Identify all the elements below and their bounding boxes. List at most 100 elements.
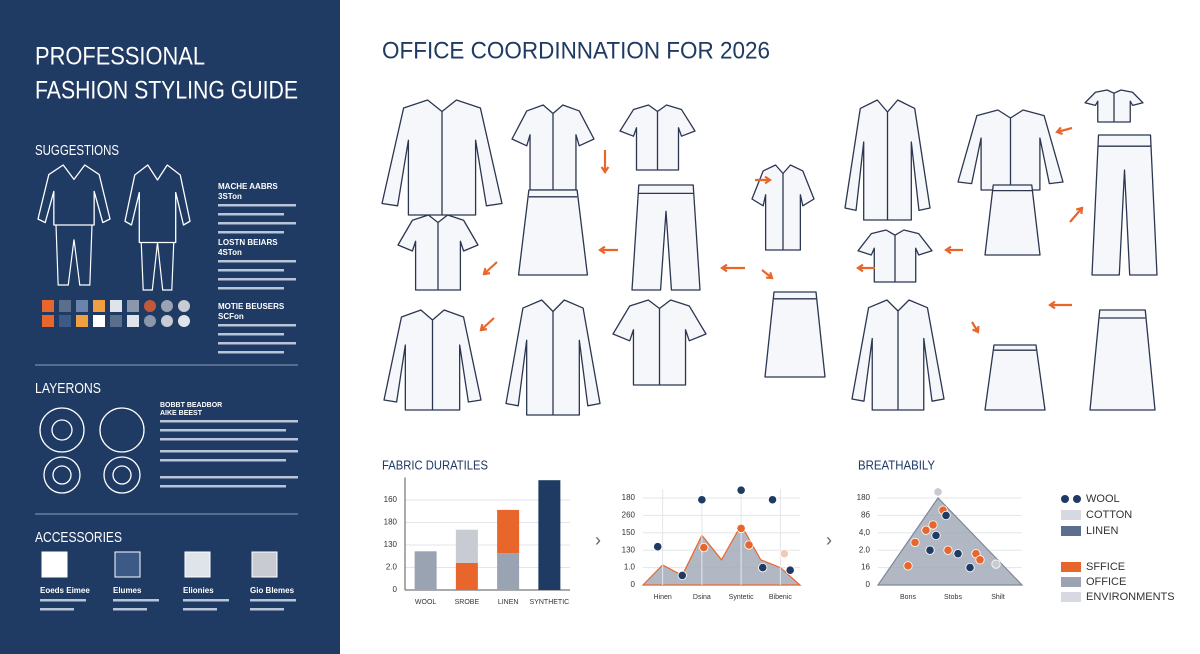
text-line: [218, 231, 284, 234]
x-tick-label: SROBE: [455, 599, 480, 606]
legend-swatch: [1061, 562, 1081, 572]
text-line: [40, 599, 86, 602]
text-line: [218, 342, 296, 345]
y-tick-label: 0: [866, 580, 871, 589]
text-line: [218, 260, 296, 263]
marker: [653, 542, 663, 552]
y-tick-label: 160: [384, 495, 398, 504]
accessory-swatch: [184, 551, 211, 578]
item-title: MOTIE BEUSERS: [218, 302, 285, 311]
text-line: [160, 438, 298, 441]
y-tick-label: 2.0: [386, 563, 398, 572]
legend-label: LINEN: [1086, 525, 1118, 537]
text-line: [250, 599, 296, 602]
garment: [984, 344, 1046, 411]
arrow: [944, 245, 963, 255]
text-line: [250, 608, 284, 611]
text-line: [183, 608, 217, 611]
arrow: [482, 261, 498, 276]
garment: [857, 229, 933, 283]
y-tick-label: 0: [631, 580, 636, 589]
garment: [397, 214, 479, 291]
y-tick-label: 2.0: [859, 545, 871, 554]
marker: [903, 561, 913, 571]
layer-ring: [39, 407, 85, 453]
swatch: [161, 300, 173, 312]
arrow: [761, 269, 774, 280]
text-line: [160, 485, 286, 488]
swatch: [76, 300, 88, 312]
bar: [455, 563, 478, 590]
garment: [764, 291, 826, 378]
marker: [941, 510, 951, 521]
garment: [984, 184, 1041, 256]
swatch: [144, 315, 156, 327]
swatch: [93, 300, 105, 312]
marker: [697, 495, 707, 505]
y-tick-label: 150: [622, 528, 636, 537]
y-tick-label: 8б: [861, 511, 870, 520]
layer-ring: [99, 407, 145, 453]
bar: [455, 529, 478, 563]
marker: [943, 545, 953, 555]
y-tick-label: 0: [393, 585, 398, 594]
chevron: ›: [595, 530, 601, 550]
swatch: [127, 300, 139, 312]
accessory-label: Gio Blemes: [250, 586, 295, 595]
item-sub: SCFon: [218, 312, 244, 321]
marker: [779, 549, 789, 559]
text-line: [40, 608, 74, 611]
x-tick-label: Dsina: [693, 594, 711, 601]
legend-swatch: [1061, 510, 1081, 520]
garment: [1089, 309, 1156, 411]
arrow: [1055, 126, 1073, 136]
x-tick-label: Shilt: [991, 594, 1005, 601]
text-line: [218, 222, 296, 225]
bar: [497, 553, 520, 590]
area: [641, 523, 802, 586]
marker: [965, 562, 975, 573]
marker: [736, 523, 746, 534]
garment-sketch: [37, 164, 111, 226]
y-tick-label: 260: [622, 511, 636, 520]
x-tick-label: Bibenic: [769, 594, 792, 601]
section-heading: ACCESSORIES: [35, 529, 122, 546]
x-tick-label: Hinen: [653, 594, 671, 601]
accessory-swatch: [114, 551, 141, 578]
x-tick-label: Stobs: [944, 594, 962, 601]
text-line: [160, 420, 298, 423]
text-line: [160, 429, 286, 432]
accessory-swatch: [41, 551, 68, 578]
sidebar: [0, 0, 340, 654]
x-tick-label: WOOL: [415, 599, 436, 606]
arrow: [1048, 300, 1072, 310]
y-tick-label: 130: [384, 540, 398, 549]
legend-swatch: [1061, 495, 1069, 503]
swatch: [127, 315, 139, 327]
y-tick-label: 180: [857, 493, 871, 502]
legend-swatch: [1061, 592, 1081, 602]
garment: [612, 299, 707, 386]
arrow: [971, 321, 980, 334]
y-tick-label: 16: [861, 563, 870, 572]
arrow: [856, 263, 875, 273]
y-tick-label: 130: [622, 545, 636, 554]
swatch: [178, 315, 190, 327]
marker: [785, 565, 795, 575]
legend-swatch: [1061, 577, 1081, 587]
swatch: [76, 315, 88, 327]
text-line: [218, 278, 296, 281]
legend-label: WOOL: [1086, 493, 1120, 505]
swatch: [110, 315, 122, 327]
layer-ring: [43, 456, 81, 494]
marker: [677, 570, 687, 581]
y-tick-label: 180: [384, 518, 398, 527]
text-line: [218, 333, 284, 336]
x-tick-label: SYNTHETIC: [530, 599, 570, 606]
marker: [699, 542, 709, 553]
main-title: OFFICE COORDINNATION FOR 2026: [382, 37, 770, 64]
swatch: [144, 300, 156, 312]
garment: [517, 189, 589, 276]
text-line: [218, 204, 296, 207]
sidebar-title: PROFESSIONAL: [35, 43, 205, 71]
